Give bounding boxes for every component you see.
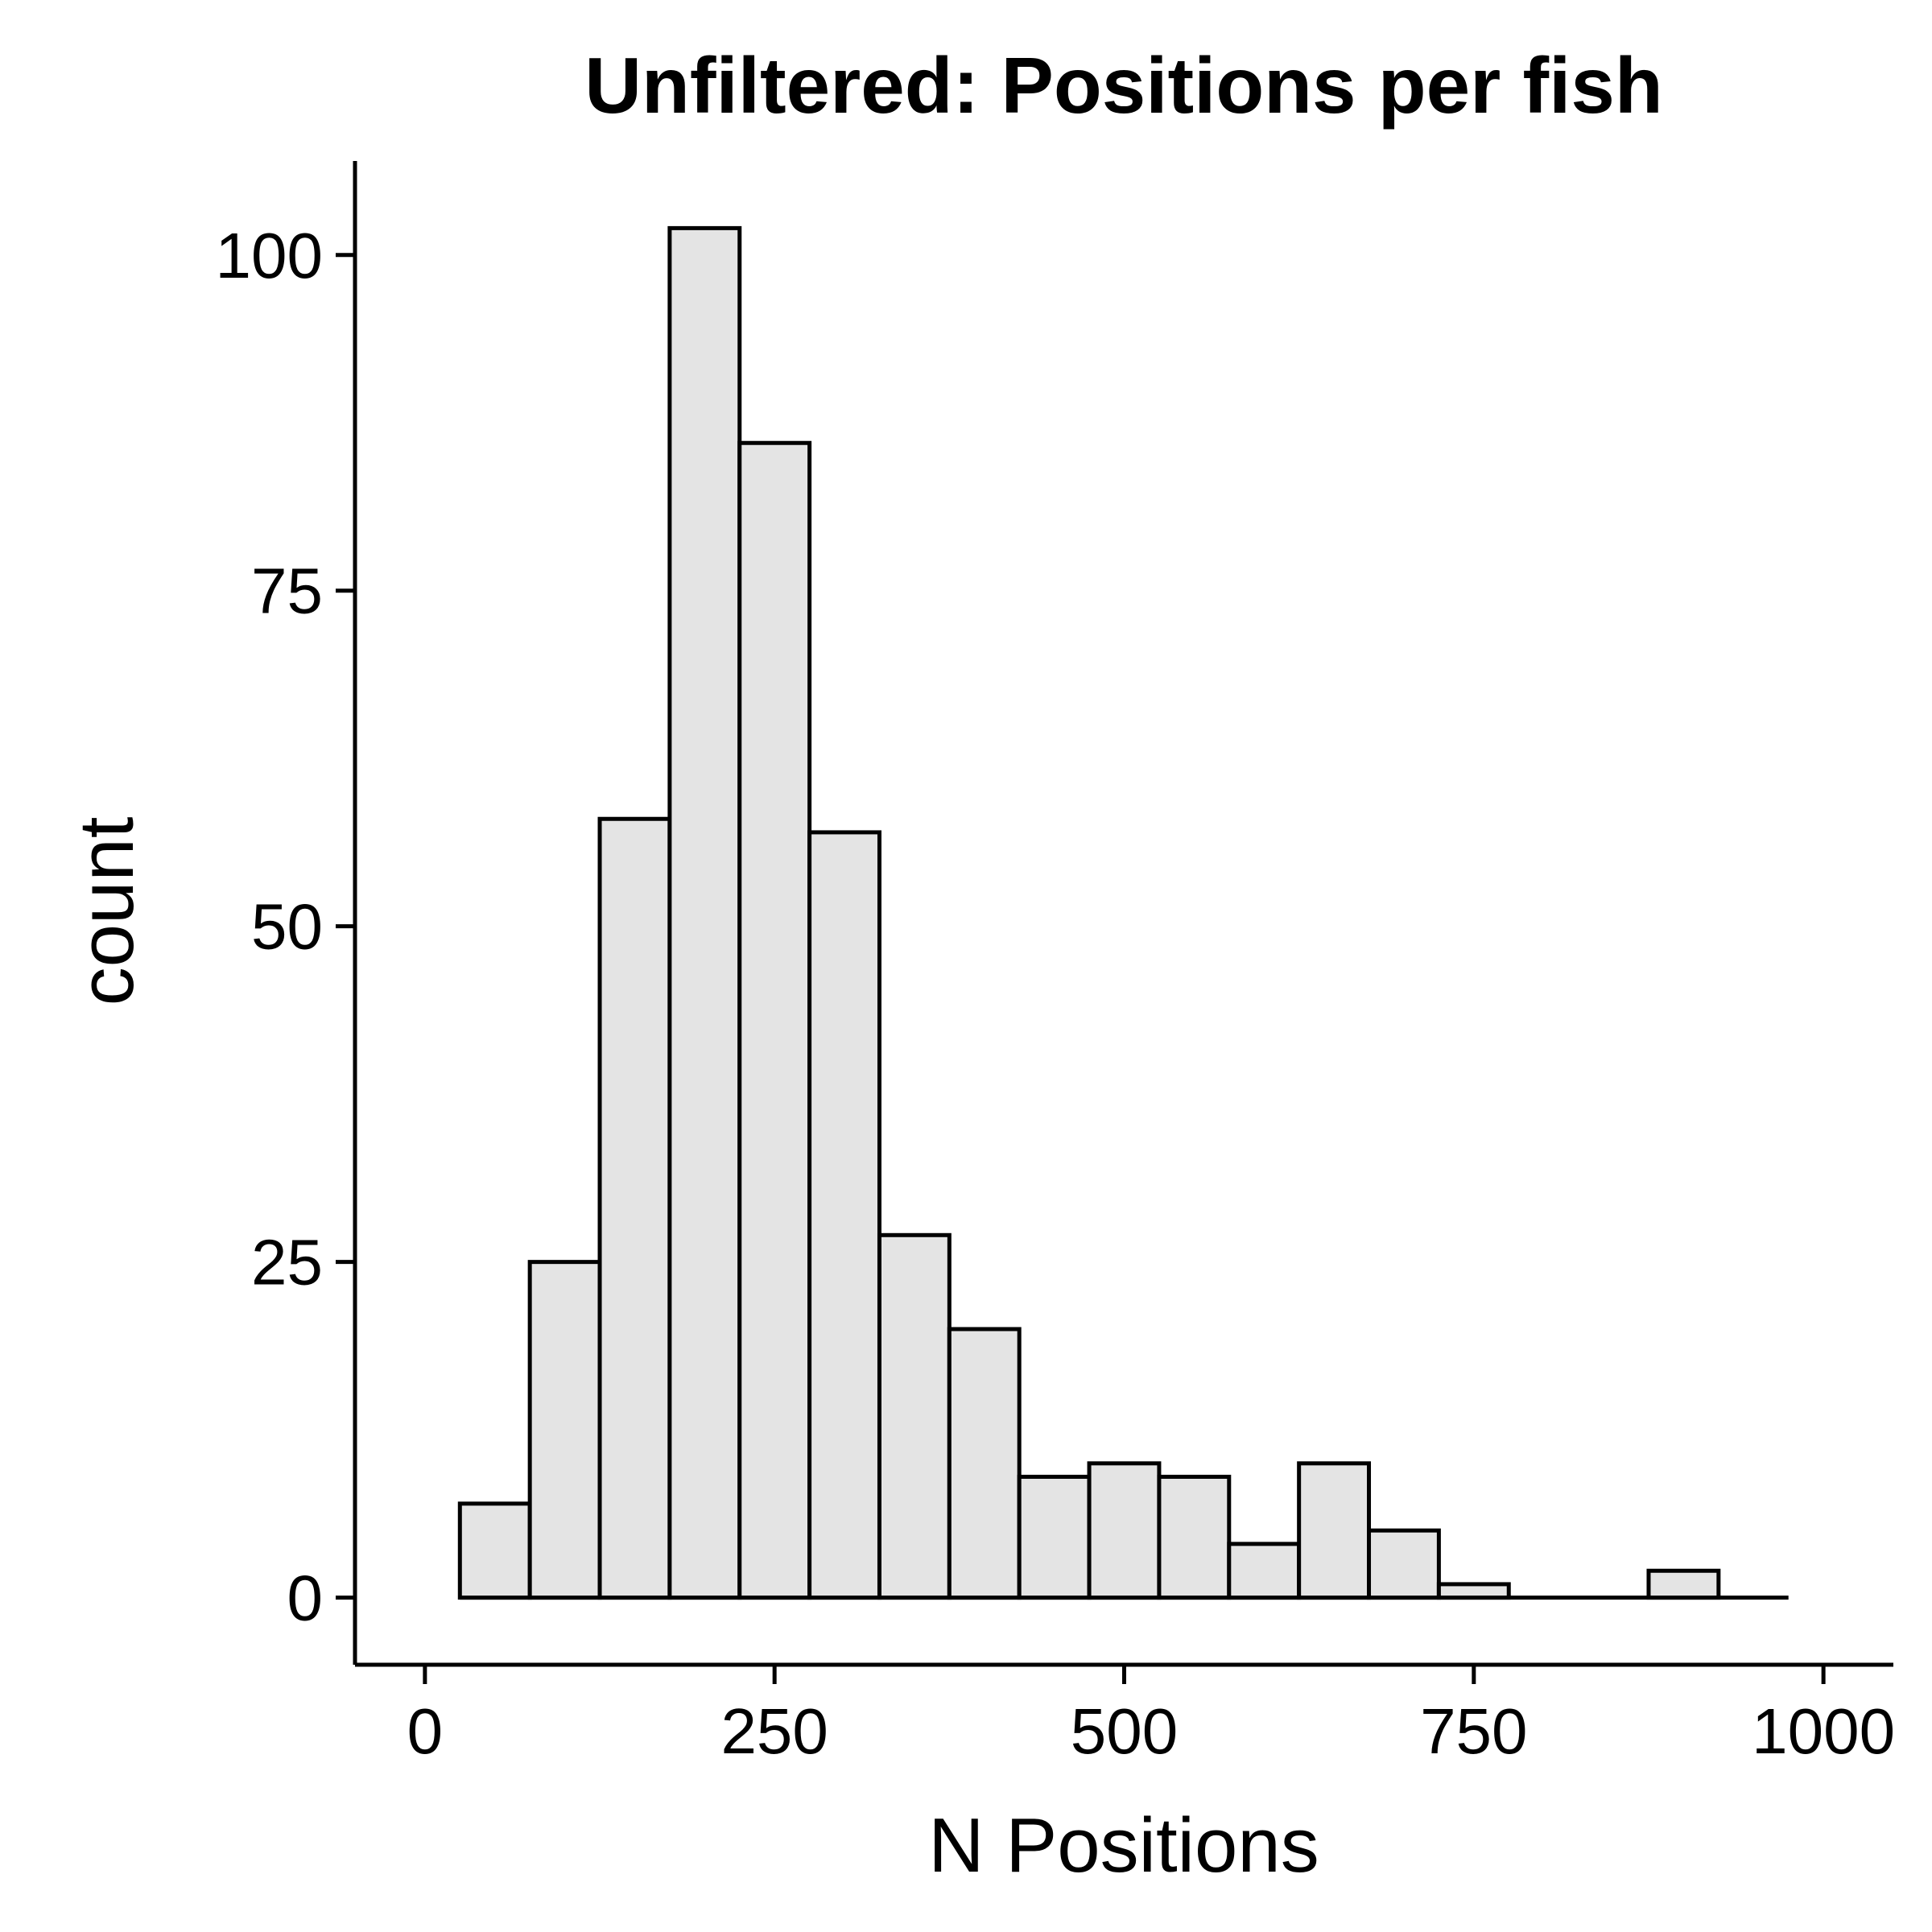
y-tick-label-100: 100 [216,220,323,291]
x-tick-label-750: 750 [1420,1695,1527,1767]
histogram-bar-0 [457,1501,532,1600]
histogram-bar-8 [1017,1475,1092,1600]
y-tick-label-25: 25 [251,1227,323,1298]
histogram-bar-2 [597,816,672,1600]
y-tick-label-50: 50 [251,891,323,963]
histogram-bar-11 [1227,1542,1302,1600]
histogram-bar-17 [1646,1568,1721,1600]
x-axis-label: N Positions [928,1802,1319,1889]
histogram-bar-10 [1157,1475,1232,1600]
histogram-bar-4 [737,440,812,1600]
x-tick-label-250: 250 [720,1695,828,1767]
y-axis-ticks: 0 25 50 75 100 [216,220,355,1634]
y-tick-label-75: 75 [251,555,323,627]
y-axis-label: count [64,817,150,1006]
x-axis-ticks: 0 250 500 750 1000 [407,1665,1895,1767]
x-tick-label-1000: 1000 [1752,1695,1895,1767]
histogram-bar-6 [877,1232,952,1600]
chart-title: Unfiltered: Positions per fish [584,41,1662,130]
histogram-bar-5 [807,830,881,1600]
histogram-bar-12 [1297,1461,1372,1600]
plot-area [457,225,1789,1600]
x-tick-label-500: 500 [1071,1695,1178,1767]
x-tick-label-0: 0 [407,1695,444,1767]
histogram-bar-13 [1367,1528,1441,1600]
histogram-bar-9 [1087,1461,1162,1600]
histogram-bar-7 [947,1327,1022,1600]
y-tick-label-0: 0 [287,1563,324,1634]
histogram-bar-14 [1436,1582,1511,1600]
histogram-bar-3 [667,225,742,1600]
histogram-bar-1 [527,1260,602,1600]
